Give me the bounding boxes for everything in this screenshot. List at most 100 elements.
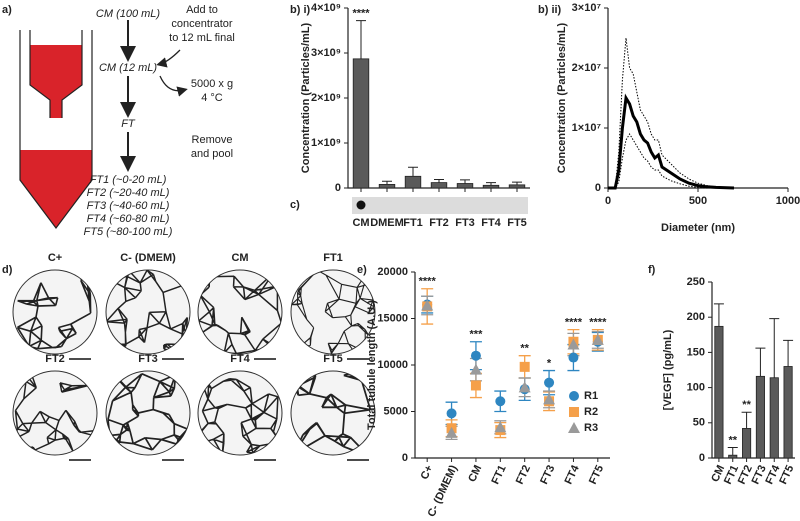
- panel-label: b) ii): [538, 4, 562, 16]
- y-axis-title: Concentration (Particles/mL): [556, 22, 568, 173]
- significance: ***: [470, 329, 484, 341]
- y-tick-label: 1×10⁹: [311, 137, 341, 149]
- series-line: [608, 93, 735, 190]
- y-tick-label: 2×10⁹: [311, 92, 341, 104]
- series-line: [608, 37, 735, 189]
- y-tick-label: 50: [693, 417, 705, 429]
- x-tick-label: 1000: [776, 195, 800, 207]
- note: concentrator: [171, 18, 232, 30]
- y-tick-label: 4×10⁹: [311, 2, 341, 14]
- bar: [783, 366, 793, 459]
- error-bar: [755, 347, 766, 377]
- point: [446, 408, 457, 419]
- step-label: FT: [121, 118, 136, 130]
- tube-diagram: [19, 20, 188, 229]
- x-tick-label: FT3: [455, 217, 475, 229]
- y-tick-label: 0: [335, 182, 341, 194]
- y-tick-label: 10000: [377, 359, 408, 371]
- significance: ****: [565, 317, 583, 329]
- image-label: CM: [231, 252, 248, 264]
- axis-line: [711, 282, 795, 459]
- micrograph: [197, 269, 283, 360]
- well: [290, 269, 376, 355]
- error-bar: [741, 411, 752, 429]
- y-axis-title: [VEGF] (pg/mL): [662, 329, 674, 410]
- bar: [714, 325, 724, 459]
- error-bar: [512, 181, 522, 185]
- y-tick-label: 3×10⁷: [572, 2, 602, 14]
- point: [470, 380, 481, 391]
- bar: [769, 377, 779, 459]
- error-bar: [486, 182, 496, 186]
- x-tick-label: FT2: [514, 463, 533, 486]
- error-bar: [382, 180, 392, 185]
- x-tick-label: FT3: [538, 463, 557, 486]
- error-bar: [408, 166, 418, 177]
- micrograph: [290, 370, 376, 461]
- bar: [742, 428, 752, 459]
- y-tick-label: 0: [699, 452, 705, 464]
- fraction-label: FT5 (~80-100 mL): [84, 226, 173, 238]
- y-tick-label: 100: [687, 382, 705, 394]
- x-tick-label: FT4: [563, 463, 583, 487]
- x-tick-label: CM: [466, 463, 484, 484]
- legend-label: R2: [584, 406, 598, 418]
- bar: [430, 182, 448, 189]
- point: [519, 361, 530, 372]
- point: [469, 363, 482, 375]
- y-axis-title: Total tubule length (A.U.): [366, 300, 378, 430]
- error-bar: [460, 179, 470, 184]
- legend-marker: [569, 407, 579, 417]
- y-tick-label: 20000: [377, 266, 408, 278]
- x-tick-label: FT2: [429, 217, 449, 229]
- image-label: FT2: [45, 353, 65, 365]
- bar: [378, 183, 396, 189]
- filter-insert: [29, 30, 83, 118]
- retentate: [30, 45, 82, 118]
- filtrate: [20, 150, 92, 228]
- bar: [508, 184, 526, 189]
- legend-label: R1: [584, 390, 598, 402]
- y-tick-label: 15000: [377, 312, 408, 324]
- bar: [456, 183, 474, 189]
- error-bar: [434, 178, 444, 183]
- panel-label: c): [290, 199, 300, 211]
- series-line: [608, 133, 734, 189]
- y-tick-label: 2×10⁷: [572, 62, 602, 74]
- fraction-label: FT4 (~60-80 mL): [87, 213, 170, 225]
- fraction-label: FT1 (~0-20 mL): [90, 174, 167, 186]
- x-tick-label: 0: [605, 195, 611, 207]
- note: 5000 x g: [191, 78, 233, 90]
- axis-line: [414, 272, 610, 459]
- well: [290, 370, 376, 456]
- micrograph: [105, 370, 191, 461]
- point: [518, 381, 531, 393]
- significance: **: [728, 434, 737, 446]
- bar: [755, 375, 765, 459]
- significance: ****: [419, 276, 437, 288]
- x-tick-label: C+: [419, 463, 436, 481]
- fraction-label: FT2 (~20-40 mL): [87, 187, 170, 199]
- bar: [482, 184, 500, 189]
- x-tick-label: FT5: [587, 463, 606, 486]
- legend-marker: [569, 391, 579, 401]
- x-tick-label: FT1: [490, 463, 509, 486]
- note: Remove: [192, 134, 233, 146]
- point: [567, 338, 580, 350]
- note: Add to: [186, 4, 218, 16]
- x-tick-label: FT4: [481, 217, 501, 229]
- micrograph: [105, 269, 191, 360]
- point: [494, 421, 507, 433]
- point: [470, 350, 481, 361]
- blot-spot: [356, 200, 366, 210]
- error-bar: [769, 318, 780, 378]
- x-axis-title: Diameter (nm): [661, 222, 735, 234]
- y-tick-label: 0: [595, 182, 601, 194]
- error-bar: [727, 446, 738, 456]
- legend-label: R3: [584, 422, 598, 434]
- image-label: FT3: [138, 353, 158, 365]
- note: and pool: [191, 148, 233, 160]
- step-label: CM (12 mL): [99, 62, 157, 74]
- point: [591, 333, 604, 345]
- axis-line: [347, 8, 530, 189]
